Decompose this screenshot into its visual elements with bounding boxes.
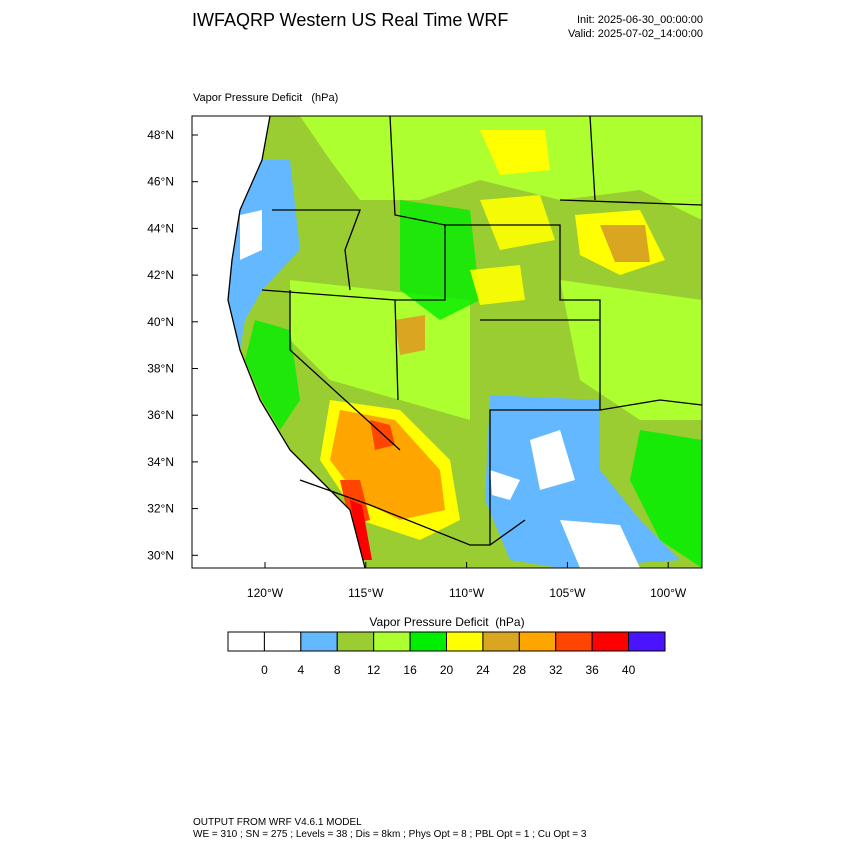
lon-label: 110°W xyxy=(449,586,485,600)
colorbar-title: Vapor Pressure Deficit (hPa) xyxy=(369,615,524,629)
lon-label: 120°W xyxy=(247,586,284,600)
colorbar-label: 12 xyxy=(367,663,381,677)
lat-label: 48°N xyxy=(147,128,174,142)
lon-label: 105°W xyxy=(549,586,586,600)
lon-label: 115°W xyxy=(348,586,384,600)
colorbar-box xyxy=(518,631,557,652)
title: IWFAQRP Western US Real Time WRF xyxy=(192,10,508,30)
lat-label: 32°N xyxy=(147,502,174,516)
lat-label: 46°N xyxy=(147,175,174,189)
lat-label: 38°N xyxy=(147,362,174,376)
colorbar-label: 28 xyxy=(513,663,527,677)
colorbar-label: 0 xyxy=(261,663,268,677)
map-panel xyxy=(191,115,703,569)
colorbar-box xyxy=(373,631,411,652)
lat-label: 40°N xyxy=(147,315,174,329)
colorbar-label: 8 xyxy=(334,663,341,677)
colorbar-box xyxy=(555,631,593,652)
colorbar-label: 4 xyxy=(297,663,304,677)
footer-line: OUTPUT FROM WRF V4.6.1 MODEL xyxy=(193,817,362,828)
lon-label: 100°W xyxy=(650,586,687,600)
lat-label: 42°N xyxy=(147,268,174,282)
colorbar-box xyxy=(482,631,520,652)
init-time: Init: 2025-06-30_00:00:00 xyxy=(577,14,703,26)
colorbar-box xyxy=(628,631,666,652)
lat-label: 36°N xyxy=(147,408,174,422)
colorbar-box xyxy=(263,631,302,652)
colorbar-box xyxy=(300,631,338,652)
footer-line: WE = 310 ; SN = 275 ; Levels = 38 ; Dis … xyxy=(193,829,587,840)
colorbar-box xyxy=(336,631,375,652)
colorbar-box xyxy=(227,631,265,652)
colorbar-label: 32 xyxy=(549,663,563,677)
valid-time: Valid: 2025-07-02_14:00:00 xyxy=(568,28,703,40)
field-label: Vapor Pressure Deficit (hPa) xyxy=(193,92,338,104)
colorbar-box xyxy=(446,631,484,652)
colorbar-label: 20 xyxy=(440,663,454,677)
lat-label: 44°N xyxy=(147,221,174,235)
colorbar-box xyxy=(591,631,630,652)
lat-label: 30°N xyxy=(147,548,174,562)
colorbar-label: 16 xyxy=(403,663,417,677)
colorbar-box xyxy=(409,631,448,652)
colorbar-label: 40 xyxy=(622,663,636,677)
colorbar-label: 24 xyxy=(476,663,490,677)
lat-label: 34°N xyxy=(147,455,174,469)
colorbar-label: 36 xyxy=(585,663,599,677)
